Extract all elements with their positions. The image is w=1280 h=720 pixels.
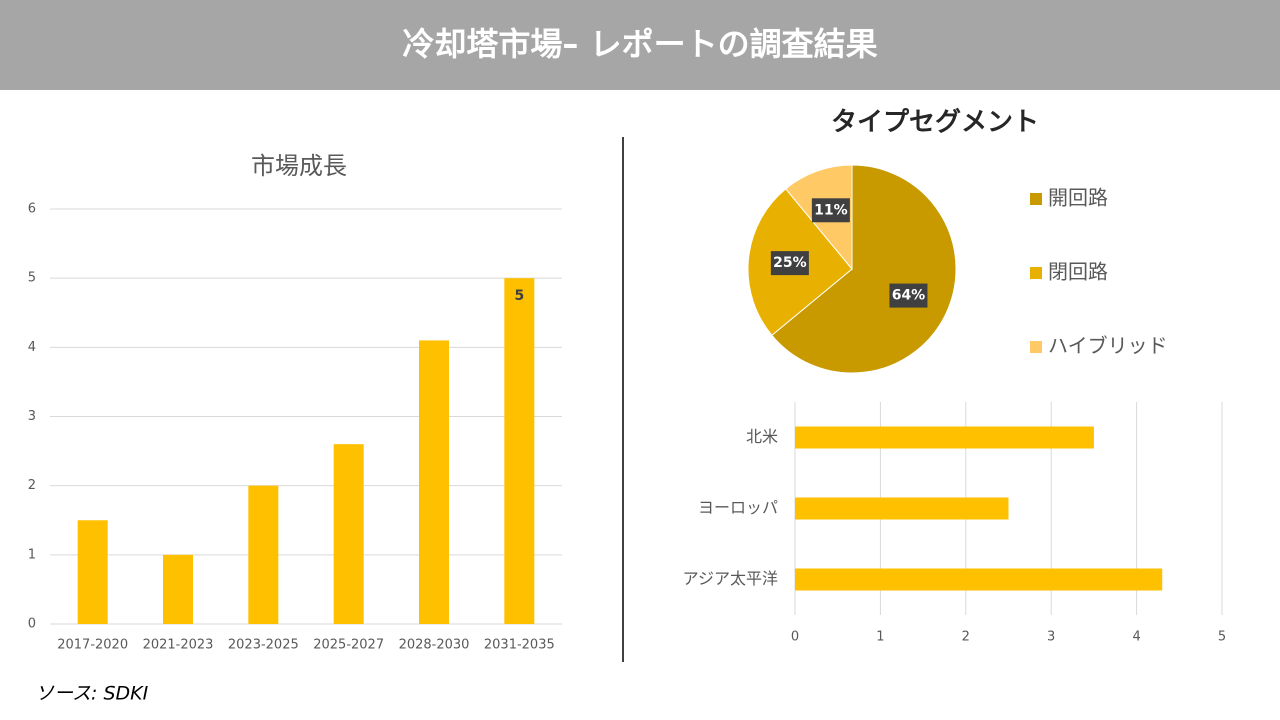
- legend-swatch: [1030, 341, 1042, 353]
- x-tick-label: 2: [962, 630, 970, 645]
- legend-swatch: [1030, 267, 1042, 279]
- data-label: 64%: [892, 288, 926, 304]
- x-tick-label: 4: [1132, 630, 1140, 645]
- y-tick-label: 4: [28, 340, 36, 355]
- y-tick-label: 0: [28, 617, 36, 632]
- x-tick-label: 2017-2020: [57, 638, 128, 653]
- x-tick-label: 2023-2025: [228, 638, 299, 653]
- x-tick-label: 2028-2030: [399, 638, 470, 653]
- y-tick-label: ヨーロッパ: [698, 498, 778, 517]
- data-label: 11%: [814, 202, 848, 218]
- label-box: [811, 198, 850, 223]
- y-tick-label: 3: [28, 409, 36, 424]
- bar: [795, 497, 1009, 520]
- legend-label: 開回路: [1048, 186, 1108, 210]
- bar: [77, 520, 108, 624]
- x-tick-label: 2021-2023: [143, 638, 214, 653]
- x-tick-label: 3: [1047, 630, 1055, 645]
- legend-label: 閉回路: [1048, 260, 1108, 284]
- y-tick-label: 6: [28, 202, 36, 217]
- bar: [248, 485, 279, 624]
- data-label: 25%: [773, 255, 807, 271]
- y-tick-label: 1: [28, 547, 36, 562]
- y-tick-label: 5: [28, 271, 36, 286]
- bar: [795, 426, 1094, 449]
- x-tick-label: 1: [876, 630, 884, 645]
- source-note: ソース: SDKI: [35, 683, 149, 705]
- page-title: 冷却塔市場– レポートの調査結果: [402, 25, 877, 63]
- x-tick-label: 0: [791, 630, 799, 645]
- y-tick-label: 北米: [746, 427, 778, 446]
- pie-slice: [771, 164, 957, 374]
- x-tick-label: 2025-2027: [313, 638, 384, 653]
- legend-swatch: [1030, 193, 1042, 205]
- header-band: [0, 0, 1280, 90]
- bar: [333, 444, 364, 624]
- data-label: 5: [514, 288, 524, 304]
- y-tick-label: アジア太平洋: [683, 569, 778, 588]
- legend-label: ハイブリッド: [1048, 334, 1168, 358]
- x-tick-label: 5: [1218, 630, 1226, 645]
- chart-title: タイプセグメント: [831, 108, 1039, 138]
- label-box: [889, 283, 928, 308]
- bar: [163, 554, 193, 624]
- bar: [419, 340, 449, 624]
- x-tick-label: 2031-2035: [484, 638, 555, 653]
- bar: [504, 278, 535, 624]
- bar: [795, 568, 1163, 591]
- y-tick-label: 2: [28, 478, 36, 493]
- chart-title: 市場成長: [251, 152, 347, 180]
- label-box: [770, 251, 809, 276]
